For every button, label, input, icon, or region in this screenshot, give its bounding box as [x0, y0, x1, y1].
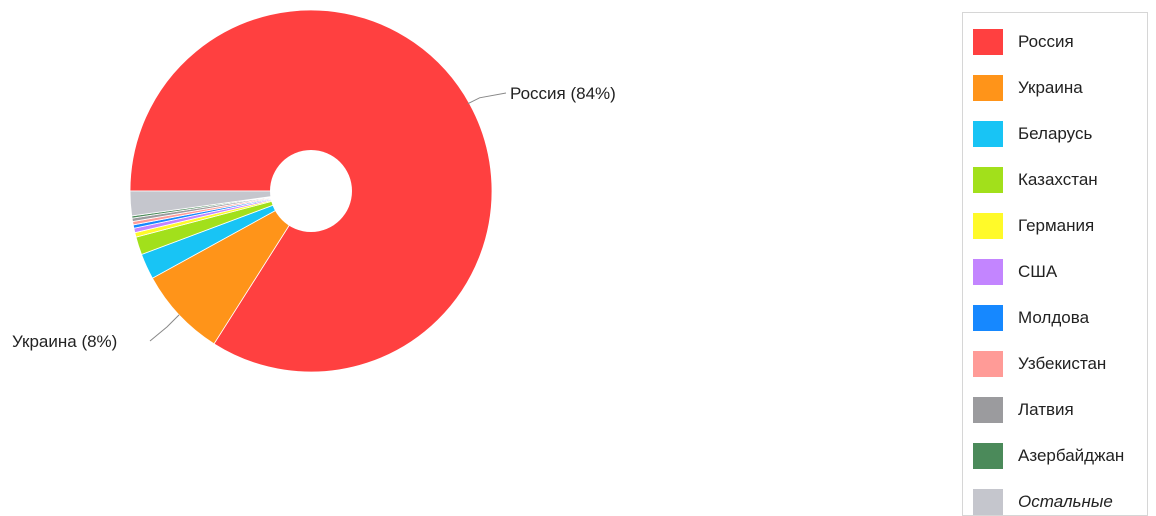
legend-swatch: [973, 305, 1003, 331]
legend-label: Узбекистан: [1018, 354, 1107, 373]
slice-label-russia: Россия (84%): [510, 84, 616, 103]
legend-item[interactable]: Россия: [973, 29, 1074, 55]
legend-item[interactable]: Украина: [973, 75, 1083, 101]
slice-label-leader: [467, 92, 507, 105]
legend-swatch: [973, 213, 1003, 239]
legend-item[interactable]: Латвия: [973, 397, 1074, 423]
legend-swatch: [973, 167, 1003, 193]
legend-label: Украина: [1018, 78, 1083, 97]
donut-hole: [270, 150, 352, 232]
legend-swatch: [973, 29, 1003, 55]
legend-label: Россия: [1018, 32, 1074, 51]
legend-label: Беларусь: [1018, 124, 1093, 143]
legend-item[interactable]: Беларусь: [973, 121, 1092, 147]
legend-item[interactable]: Германия: [973, 213, 1094, 239]
legend-swatch: [973, 397, 1003, 423]
chart-legend: Россия Украина Беларусь Казахстан Германия СШ…: [962, 12, 1148, 516]
legend-label: Остальные: [1018, 492, 1113, 511]
legend-item[interactable]: США: [973, 259, 1057, 285]
pie-chart: Россия (84%) Украина (8%): [12, 9, 616, 373]
legend-label: США: [1018, 262, 1058, 281]
slice-label-leader: [149, 314, 180, 342]
legend-item[interactable]: Остальные: [973, 489, 1113, 515]
legend-label: Молдова: [1018, 308, 1090, 327]
legend-item[interactable]: Молдова: [973, 305, 1089, 331]
legend-swatch: [973, 121, 1003, 147]
legend-label: Азербайджан: [1018, 446, 1125, 465]
legend-label: Латвия: [1018, 400, 1074, 419]
legend-label: Германия: [1018, 216, 1095, 235]
legend-swatch: [973, 489, 1003, 515]
legend-label: Казахстан: [1018, 170, 1098, 189]
legend-swatch: [973, 351, 1003, 377]
legend-swatch: [973, 259, 1003, 285]
legend-swatch: [973, 75, 1003, 101]
legend-item[interactable]: Казахстан: [973, 167, 1098, 193]
legend-swatch: [973, 443, 1003, 469]
pie-slice-11[interactable]: [129, 190, 312, 217]
slice-label-ukraine: Украина (8%): [12, 332, 117, 351]
pie-slice-2[interactable]: [151, 190, 312, 345]
legend-item[interactable]: Азербайджан: [973, 443, 1124, 469]
legend-item[interactable]: Узбекистан: [973, 351, 1106, 377]
slice-label-leaders: [149, 92, 507, 342]
